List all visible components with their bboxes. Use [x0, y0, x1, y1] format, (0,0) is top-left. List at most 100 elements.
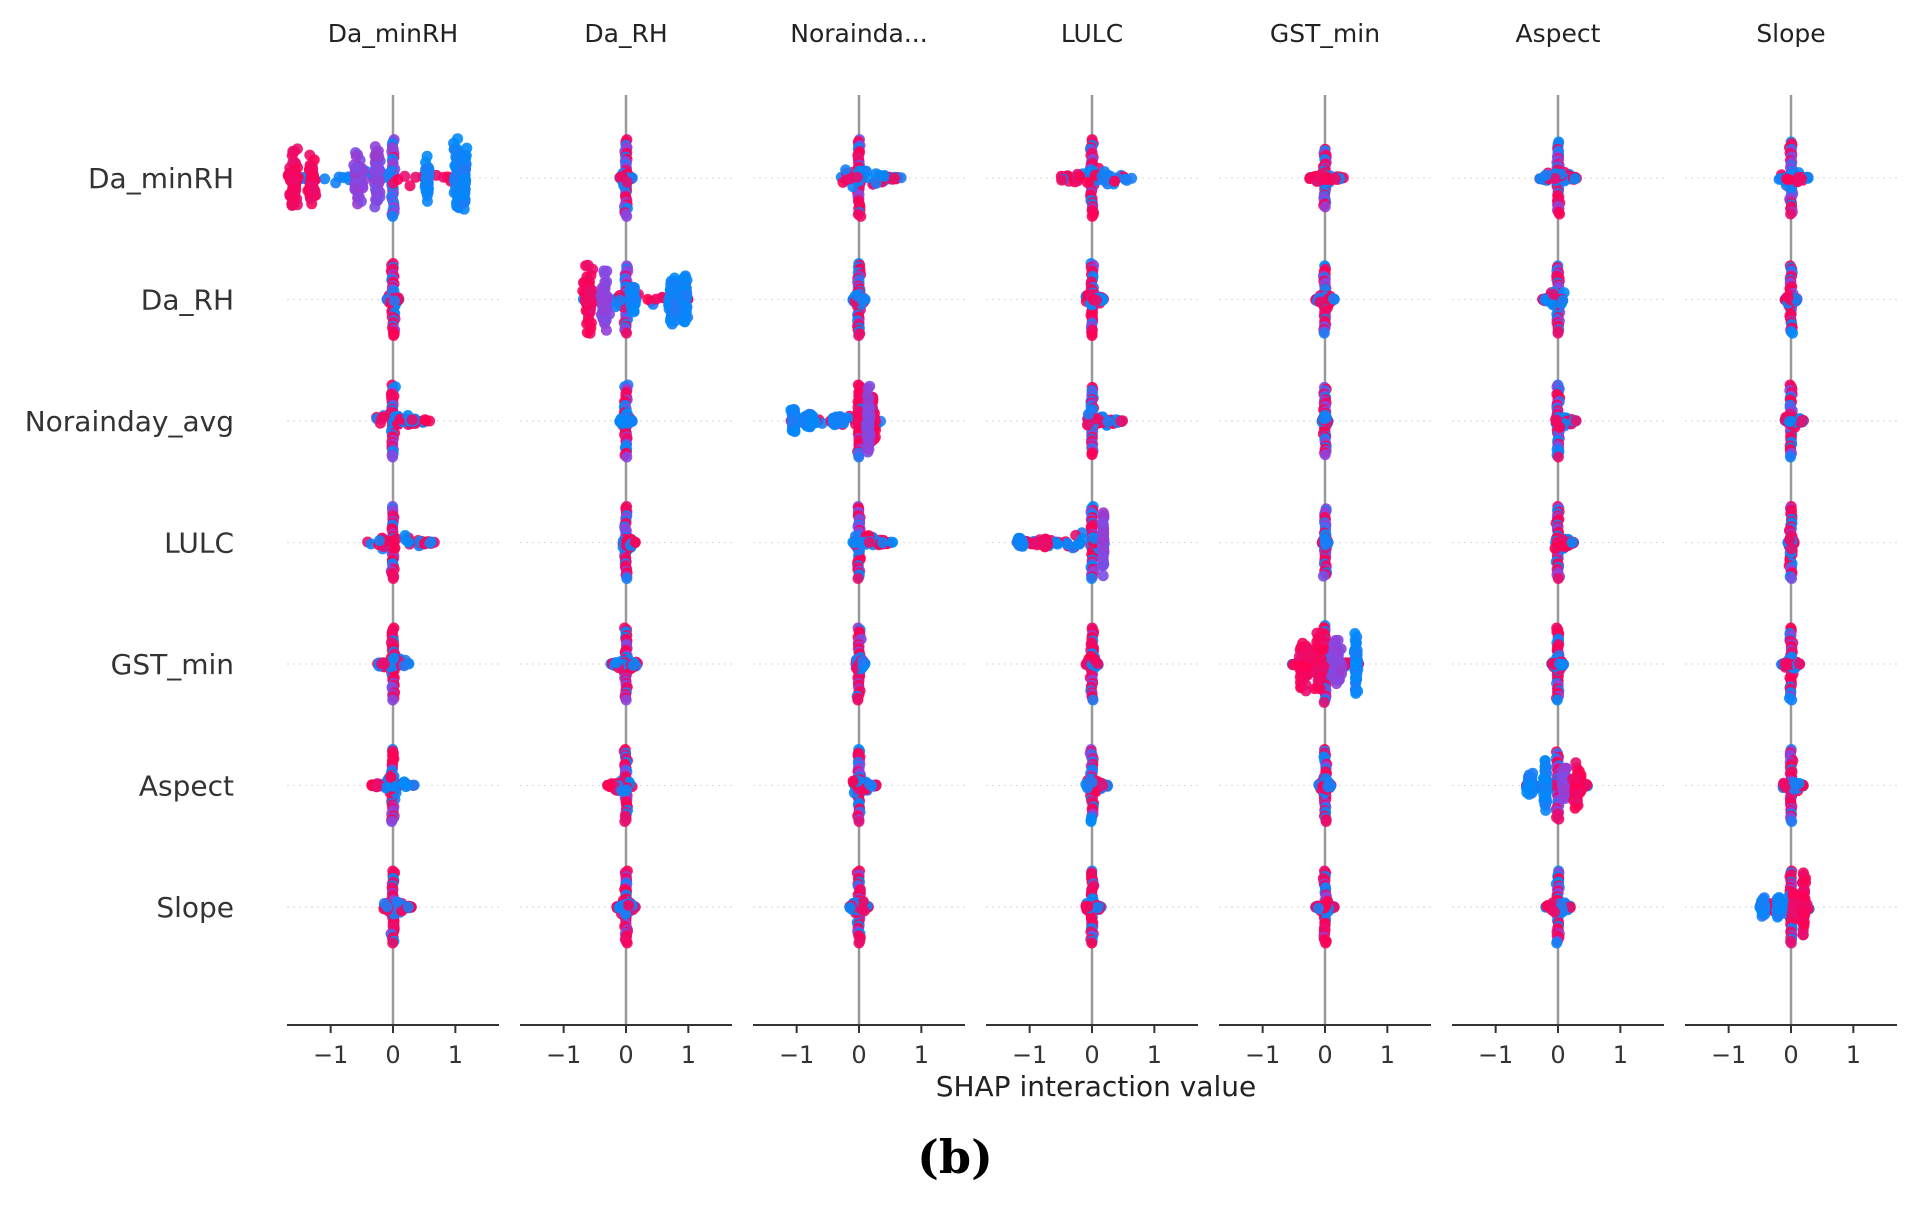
data-point [1097, 517, 1109, 529]
data-point [387, 573, 399, 584]
data-point [369, 141, 381, 153]
data-point [1320, 412, 1332, 424]
data-point [1349, 628, 1361, 639]
data-point [1298, 659, 1310, 671]
data-point [602, 779, 613, 791]
data-point [1554, 208, 1565, 220]
data-point [392, 174, 404, 185]
data-point [1552, 327, 1564, 339]
data-point [1786, 573, 1798, 584]
data-point [406, 414, 418, 426]
data-point [458, 197, 470, 209]
data-point [1350, 648, 1362, 660]
beeswarm-cell [1080, 622, 1104, 706]
beeswarm-cell [847, 258, 871, 341]
data-point [863, 443, 875, 455]
column-title: Da_RH [584, 19, 667, 48]
data-point [853, 816, 865, 827]
column-title: GST_min [1270, 19, 1380, 48]
data-point [870, 177, 882, 189]
data-point [1099, 166, 1110, 178]
data-point [371, 781, 383, 793]
data-point [398, 660, 410, 672]
data-point [887, 536, 898, 548]
data-point [287, 145, 299, 157]
data-point [1097, 779, 1109, 791]
beeswarm-cell [847, 501, 898, 584]
data-point [1350, 637, 1362, 649]
data-point [1787, 327, 1799, 339]
data-point [420, 185, 432, 197]
data-point [805, 414, 817, 426]
data-point [621, 784, 633, 796]
data-point [384, 535, 396, 547]
data-point [844, 173, 856, 185]
beeswarm-cell [372, 622, 415, 706]
data-point [1082, 418, 1094, 430]
data-point [786, 415, 798, 427]
data-point [306, 184, 318, 195]
data-point [1296, 674, 1308, 686]
beeswarm-cell [1080, 744, 1113, 827]
data-point [1015, 537, 1026, 549]
data-point [862, 430, 874, 442]
data-point [629, 536, 641, 548]
data-point [1319, 449, 1331, 461]
data-point [1085, 816, 1097, 827]
data-point [877, 537, 889, 549]
beeswarm-cell [1546, 622, 1570, 706]
data-point [373, 163, 385, 175]
data-point [864, 779, 876, 791]
beeswarm-cell [614, 379, 638, 463]
data-point [853, 411, 865, 423]
beeswarm-cell [850, 622, 871, 706]
data-point [863, 536, 875, 548]
beeswarm-cell [577, 259, 694, 339]
data-point [1781, 659, 1793, 671]
data-point [1091, 294, 1102, 306]
beeswarm-cell [366, 744, 420, 827]
beeswarm-cell [1055, 134, 1138, 222]
data-point [1310, 652, 1321, 664]
data-point [1521, 787, 1533, 798]
data-point [1109, 175, 1121, 187]
data-point [1081, 177, 1093, 188]
data-point [1330, 173, 1341, 185]
data-point [888, 172, 900, 184]
data-point [680, 289, 692, 301]
data-point [1352, 685, 1364, 697]
beeswarm-cell [835, 134, 907, 222]
data-point [459, 184, 471, 196]
row-label: Norainday_avg [25, 405, 234, 438]
data-point [1552, 451, 1564, 463]
data-point [580, 297, 592, 308]
data-point [1350, 671, 1362, 683]
data-point [424, 537, 436, 549]
data-point [852, 694, 864, 706]
data-point [679, 316, 691, 328]
beeswarm-cell [1287, 620, 1365, 708]
beeswarm-cell [282, 133, 473, 222]
data-point [1318, 696, 1330, 708]
beeswarm-cell [847, 744, 882, 827]
data-point [1038, 538, 1050, 550]
data-point [1097, 550, 1109, 562]
data-point [376, 413, 388, 425]
data-point [452, 133, 464, 145]
data-point [373, 535, 385, 546]
data-point [1785, 543, 1797, 555]
data-point [857, 655, 869, 667]
data-point [670, 304, 682, 316]
column-title: LULC [1061, 19, 1123, 48]
data-point [585, 269, 597, 281]
beeswarm-cell [1304, 143, 1349, 213]
beeswarm-cell [1550, 379, 1582, 463]
data-point [578, 277, 589, 289]
data-point [389, 295, 401, 307]
data-point [1082, 408, 1094, 420]
data-point [1102, 416, 1114, 428]
beeswarm-cell [371, 379, 436, 463]
data-point [319, 173, 331, 185]
data-point [832, 412, 843, 424]
beeswarm-cell [1773, 136, 1814, 220]
